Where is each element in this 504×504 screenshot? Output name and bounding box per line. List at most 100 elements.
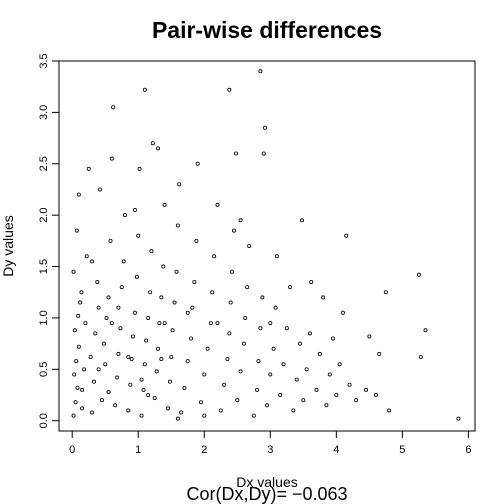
data-point	[373, 393, 378, 398]
data-point	[185, 359, 190, 364]
data-point	[268, 321, 273, 326]
data-point	[106, 295, 111, 300]
data-point	[179, 410, 184, 415]
y-tick-label: 3.0	[38, 105, 50, 120]
data-point	[291, 408, 296, 413]
data-point	[88, 354, 93, 359]
data-point	[74, 359, 79, 364]
y-tick-label: 0.5	[38, 362, 50, 377]
data-point	[175, 416, 180, 421]
data-point	[387, 408, 392, 413]
data-point	[154, 369, 159, 374]
x-tick-label: 3	[267, 444, 273, 456]
data-point	[71, 413, 76, 418]
data-point	[119, 285, 124, 290]
data-point	[233, 151, 238, 156]
x-axis-label: Dx values	[236, 474, 297, 490]
data-point	[76, 192, 81, 197]
data-point	[75, 385, 80, 390]
data-point	[74, 228, 79, 233]
data-point	[195, 161, 200, 166]
data-point	[241, 341, 246, 346]
data-point	[334, 393, 339, 398]
data-point	[202, 413, 207, 418]
data-point	[104, 315, 109, 320]
data-point	[304, 367, 309, 372]
data-point	[298, 341, 303, 346]
data-point	[129, 357, 134, 362]
data-point	[106, 389, 111, 394]
data-point	[167, 379, 172, 384]
data-point	[159, 357, 164, 362]
data-point	[139, 413, 144, 418]
data-point	[227, 87, 232, 92]
data-point	[260, 295, 265, 300]
data-point	[215, 202, 220, 207]
data-point	[258, 69, 263, 74]
data-point	[309, 279, 314, 284]
data-point	[101, 341, 106, 346]
data-point	[456, 416, 461, 421]
data-point	[146, 315, 151, 320]
data-point	[86, 166, 91, 171]
data-point	[80, 387, 85, 392]
data-point	[238, 218, 243, 223]
data-point	[317, 351, 322, 356]
data-point	[150, 141, 155, 146]
y-tick-label: 0.0	[38, 413, 50, 428]
data-point	[111, 105, 116, 110]
data-point	[251, 413, 256, 418]
data-point	[192, 279, 197, 284]
data-point	[294, 377, 299, 382]
data-point	[423, 328, 428, 333]
data-point	[225, 357, 230, 362]
data-point	[268, 372, 273, 377]
data-point	[301, 398, 306, 403]
data-point	[95, 279, 100, 284]
data-point	[142, 87, 147, 92]
data-point	[185, 310, 190, 315]
data-point	[76, 344, 81, 349]
data-point	[126, 408, 131, 413]
x-tick-label: 4	[333, 444, 339, 456]
data-point	[175, 223, 180, 228]
data-point	[247, 243, 252, 248]
data-point	[73, 400, 78, 405]
data-point	[156, 146, 161, 151]
data-point	[416, 272, 421, 277]
y-axis-label: Dy values	[0, 215, 16, 276]
y-axis: 0.0 0.5 1.0 1.5 2.0 2.5 3.0 3.5	[38, 53, 59, 428]
plot-frame	[58, 60, 476, 432]
data-point	[82, 367, 87, 372]
data-point	[418, 354, 423, 359]
scatter-points	[71, 69, 461, 421]
data-point	[141, 387, 146, 392]
data-point	[230, 269, 235, 274]
data-point	[91, 379, 96, 384]
y-tick-label: 2.0	[38, 208, 50, 223]
data-point	[144, 338, 149, 343]
data-point	[182, 385, 187, 390]
data-point	[174, 269, 179, 274]
data-point	[156, 346, 161, 351]
data-point	[198, 400, 203, 405]
data-point	[261, 151, 266, 156]
data-point	[130, 334, 135, 339]
data-point	[255, 387, 260, 392]
y-tick-label: 3.5	[38, 53, 50, 68]
data-point	[327, 372, 332, 377]
data-point	[169, 354, 174, 359]
data-point	[123, 213, 128, 218]
data-point	[205, 346, 210, 351]
data-point	[238, 369, 243, 374]
data-point	[76, 313, 81, 318]
data-point	[103, 362, 108, 367]
data-point	[202, 372, 207, 377]
data-point	[235, 398, 240, 403]
data-point	[274, 254, 279, 259]
y-tick-label: 2.5	[38, 156, 50, 171]
data-point	[273, 305, 278, 310]
data-point	[146, 393, 151, 398]
data-point	[377, 351, 382, 356]
